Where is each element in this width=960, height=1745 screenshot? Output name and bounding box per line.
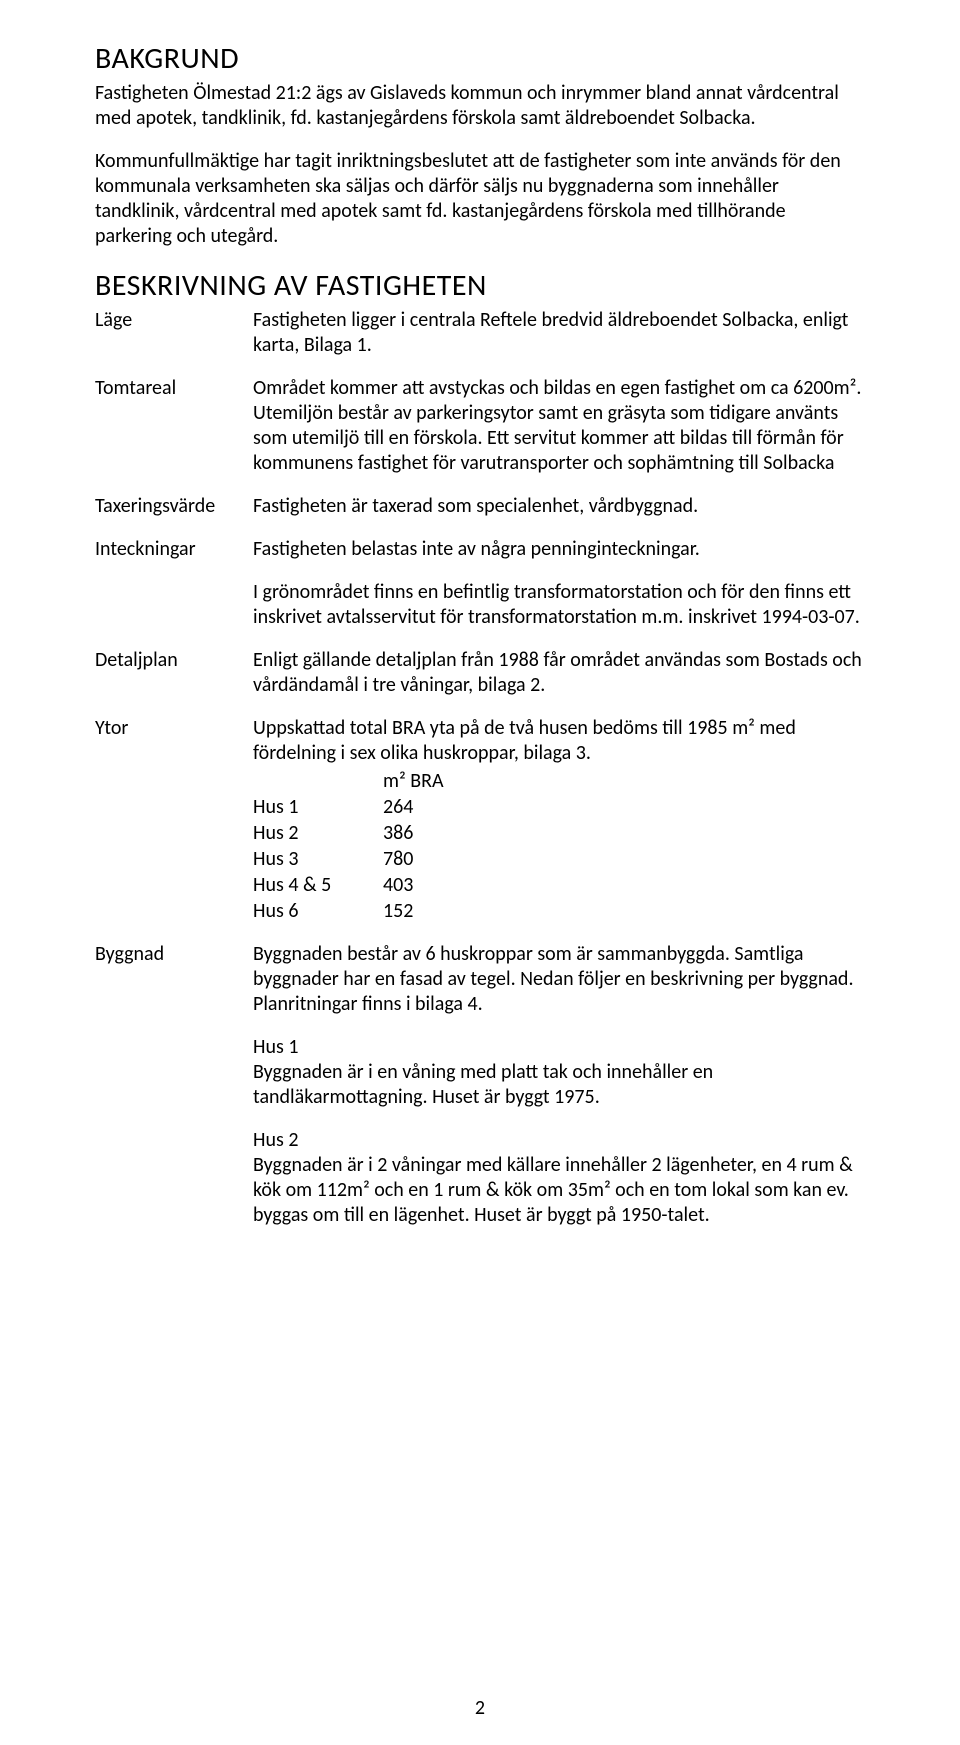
label-lage: Läge	[95, 308, 253, 358]
ytor-name: Hus 3	[253, 846, 383, 872]
ytor-row: Hus 6 152	[253, 898, 865, 924]
hus1-title: Hus 1	[253, 1035, 298, 1059]
label-taxering: Taxeringsvärde	[95, 494, 253, 519]
row-taxering: Taxeringsvärde Fastigheten är taxerad so…	[95, 494, 865, 519]
ytor-table: m² BRA Hus 1 264 Hus 2 386 Hus 3 780 Hus…	[253, 768, 865, 924]
label-byggnad: Byggnad	[95, 942, 253, 1228]
byggnad-intro: Byggnaden består av 6 huskroppar som är …	[253, 942, 865, 1017]
byggnad-hus1: Hus 1 Byggnaden är i en våning med platt…	[253, 1035, 865, 1110]
ytor-header-label: m² BRA	[383, 768, 463, 794]
ytor-name: Hus 4 & 5	[253, 872, 383, 898]
byggnad-hus2: Hus 2 Byggnaden är i 2 våningar med käll…	[253, 1128, 865, 1228]
label-ytor: Ytor	[95, 716, 253, 924]
hus2-title: Hus 2	[253, 1128, 298, 1152]
text-byggnad: Byggnaden består av 6 huskroppar som är …	[253, 942, 865, 1228]
ytor-name: Hus 6	[253, 898, 383, 924]
ytor-name: Hus 1	[253, 794, 383, 820]
ytor-row: Hus 1 264	[253, 794, 865, 820]
row-ytor: Ytor Uppskattad total BRA yta på de två …	[95, 716, 865, 924]
text-tomtareal: Området kommer att avstyckas och bildas …	[253, 376, 865, 476]
ytor-intro: Uppskattad total BRA yta på de två husen…	[253, 716, 796, 765]
ytor-val: 780	[383, 846, 463, 872]
ytor-val: 386	[383, 820, 463, 846]
inteckningar-p2: I grönområdet finns en befintlig transfo…	[253, 580, 865, 630]
row-byggnad: Byggnad Byggnaden består av 6 huskroppar…	[95, 942, 865, 1228]
heading-beskrivning: BESKRIVNING AV FASTIGHETEN	[95, 267, 865, 304]
row-lage: Läge Fastigheten ligger i centrala Refte…	[95, 308, 865, 358]
ytor-table-header: m² BRA	[253, 768, 865, 794]
row-inteckningar: Inteckningar Fastigheten belastas inte a…	[95, 537, 865, 630]
ytor-name: Hus 2	[253, 820, 383, 846]
inteckningar-p1: Fastigheten belastas inte av några penni…	[253, 537, 865, 562]
page-number: 2	[0, 1696, 960, 1720]
ytor-val: 403	[383, 872, 463, 898]
text-taxering: Fastigheten är taxerad som specialenhet,…	[253, 494, 865, 519]
text-inteckningar: Fastigheten belastas inte av några penni…	[253, 537, 865, 630]
row-detaljplan: Detaljplan Enligt gällande detaljplan fr…	[95, 648, 865, 698]
text-ytor: Uppskattad total BRA yta på de två husen…	[253, 716, 865, 924]
text-lage: Fastigheten ligger i centrala Reftele br…	[253, 308, 865, 358]
ytor-val: 152	[383, 898, 463, 924]
row-tomtareal: Tomtareal Området kommer att avstyckas o…	[95, 376, 865, 476]
label-detaljplan: Detaljplan	[95, 648, 253, 698]
hus1-text: Byggnaden är i en våning med platt tak o…	[253, 1060, 713, 1109]
ytor-row: Hus 3 780	[253, 846, 865, 872]
bakgrund-para-1: Fastigheten Ölmestad 21:2 ägs av Gislave…	[95, 81, 865, 131]
heading-bakgrund: BAKGRUND	[95, 40, 865, 77]
text-detaljplan: Enligt gällande detaljplan från 1988 får…	[253, 648, 865, 698]
ytor-row: Hus 2 386	[253, 820, 865, 846]
ytor-row: Hus 4 & 5 403	[253, 872, 865, 898]
bakgrund-para-2: Kommunfullmäktige har tagit inriktningsb…	[95, 149, 865, 249]
ytor-val: 264	[383, 794, 463, 820]
document-page: BAKGRUND Fastigheten Ölmestad 21:2 ägs a…	[0, 0, 960, 1745]
hus2-text: Byggnaden är i 2 våningar med källare in…	[253, 1153, 853, 1227]
label-inteckningar: Inteckningar	[95, 537, 253, 630]
label-tomtareal: Tomtareal	[95, 376, 253, 476]
